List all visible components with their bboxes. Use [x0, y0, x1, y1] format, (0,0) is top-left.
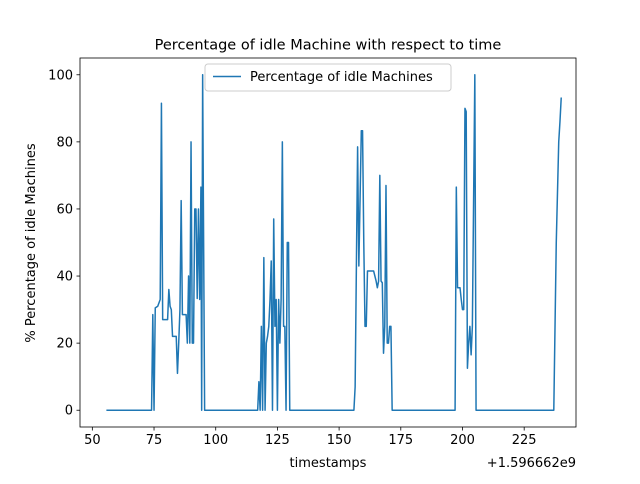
plot-layer	[106, 74, 562, 411]
x-tick-label: 125	[265, 433, 290, 448]
y-tick-label: 80	[56, 135, 73, 150]
y-axis-label: % Percentage of idle Machines	[24, 143, 39, 342]
chart-title: Percentage of idle Machine with respect …	[155, 38, 502, 54]
legend-label: Percentage of idle Machines	[250, 70, 433, 85]
legend: Percentage of idle Machines	[204, 63, 452, 92]
x-tick-label: 150	[327, 433, 352, 448]
y-tick-label: 0	[65, 404, 73, 419]
x-tick-label: 100	[203, 433, 228, 448]
x-axis-label: timestamps	[290, 456, 367, 471]
series-line-0	[106, 74, 562, 411]
x-tick-label: 50	[84, 433, 101, 448]
axes-frame	[79, 57, 577, 428]
x-tick-label: 75	[146, 433, 163, 448]
y-tick-label: 40	[56, 270, 73, 285]
y-tick-label: 20	[56, 337, 73, 352]
x-tick-label: 200	[450, 433, 475, 448]
x-tick-label: 225	[512, 433, 537, 448]
y-tick-label: 100	[48, 68, 73, 83]
y-tick-label: 60	[56, 202, 73, 217]
axes-layer: 50 75 100 125 150 175 200 225 0 20 40 60 80 100	[48, 57, 577, 448]
legend-box	[204, 63, 452, 92]
x-axis-offset-label: +1.596662e9	[487, 456, 576, 471]
x-tick-label: 175	[388, 433, 413, 448]
